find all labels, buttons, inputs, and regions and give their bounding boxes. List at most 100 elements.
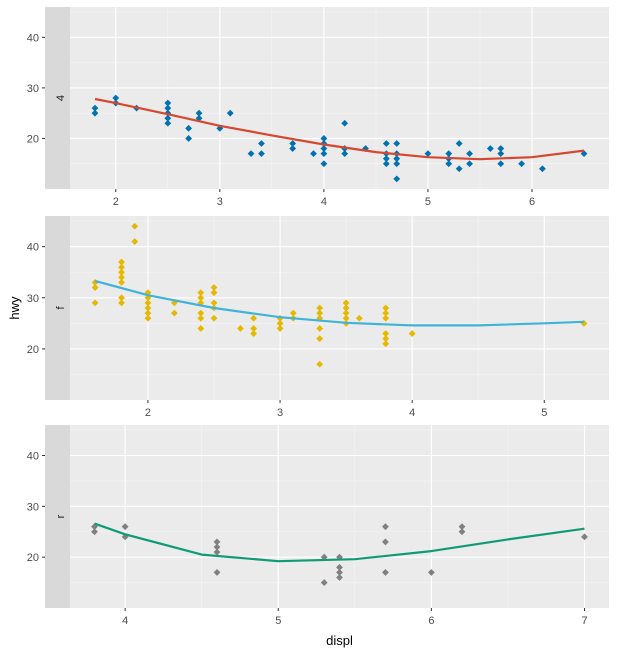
data-point	[213, 548, 221, 556]
data-point	[210, 299, 218, 307]
data-point	[382, 314, 390, 322]
data-point	[320, 135, 328, 142]
data-point	[466, 160, 473, 168]
data-point	[195, 109, 203, 117]
data-point	[276, 325, 284, 332]
data-point	[424, 150, 432, 158]
data-point	[250, 325, 258, 332]
data-point	[497, 145, 505, 152]
data-point	[118, 299, 125, 307]
x-tick-label: 5	[275, 615, 281, 627]
facet-panel-4: 2 3 4 5 6 20 30 40 4	[27, 7, 609, 208]
data-point	[131, 222, 139, 230]
data-point	[226, 109, 234, 117]
data-point	[310, 150, 317, 158]
x-tick-label: 2	[145, 407, 151, 419]
data-point	[539, 165, 546, 173]
smooth-line	[94, 522, 585, 563]
data-point	[320, 145, 328, 152]
data-point	[118, 294, 125, 302]
data-point	[247, 150, 255, 158]
data-point	[91, 299, 99, 307]
data-point	[144, 294, 152, 302]
data-point	[258, 140, 265, 147]
x-tick-label: 6	[529, 196, 535, 208]
data-point	[131, 238, 139, 245]
data-point	[342, 314, 350, 322]
data-point	[316, 360, 324, 368]
data-point	[144, 304, 152, 312]
data-point	[427, 569, 435, 576]
data-point	[486, 145, 494, 152]
data-point	[341, 119, 349, 127]
y-tick-label: 20	[27, 552, 39, 564]
y-tick-label: 30	[27, 293, 39, 305]
data-point	[497, 160, 505, 168]
data-point	[316, 325, 324, 332]
data-point	[382, 160, 390, 168]
panel-background	[70, 7, 609, 189]
data-point	[455, 140, 463, 147]
y-tick-label: 40	[27, 32, 39, 44]
data-point	[195, 114, 203, 122]
data-point	[382, 538, 389, 546]
data-point	[393, 155, 401, 163]
data-point	[445, 160, 453, 168]
data-point	[320, 579, 328, 586]
data-point	[91, 528, 98, 536]
x-tick-label: 2	[113, 196, 119, 208]
data-point	[382, 330, 390, 337]
data-point	[581, 533, 588, 541]
data-point	[250, 330, 258, 337]
data-point	[458, 523, 466, 531]
smooth-line	[94, 97, 585, 161]
data-point	[382, 304, 390, 312]
y-tick-label: 20	[27, 344, 39, 356]
data-point	[118, 263, 125, 271]
data-point	[497, 150, 505, 158]
x-tick-label: 3	[217, 196, 223, 208]
data-point	[197, 309, 205, 317]
data-point	[197, 314, 205, 322]
y-tick-label: 30	[27, 501, 39, 513]
data-point	[144, 314, 152, 322]
x-tick-label: 7	[581, 615, 587, 627]
x-tick-label: 5	[541, 407, 547, 419]
facet-panel-f: 2 3 4 5 20 30 40 f	[27, 216, 609, 419]
data-point	[342, 299, 350, 307]
data-point	[580, 150, 588, 158]
data-point	[185, 135, 193, 142]
y-tick-label: 30	[27, 83, 39, 95]
data-point	[320, 160, 328, 168]
data-point	[91, 104, 99, 112]
data-point	[118, 273, 125, 281]
data-point	[382, 140, 390, 147]
data-point	[341, 150, 349, 158]
data-point	[336, 563, 343, 571]
data-point	[355, 314, 363, 322]
data-point	[393, 175, 401, 183]
data-point	[170, 309, 178, 317]
data-point	[316, 335, 324, 343]
facet-strip	[45, 216, 70, 400]
data-point	[316, 309, 324, 317]
data-point	[210, 284, 218, 291]
y-tick-label: 40	[27, 451, 39, 463]
data-point	[320, 150, 328, 158]
facet-strip	[45, 425, 70, 608]
strip-label: r	[55, 514, 67, 518]
data-point	[197, 289, 205, 297]
data-point	[164, 99, 172, 107]
data-point	[91, 284, 99, 291]
data-point	[118, 279, 125, 286]
data-point	[393, 140, 401, 147]
data-point	[121, 523, 129, 531]
data-point	[276, 319, 284, 327]
data-point	[342, 309, 350, 317]
data-point	[237, 325, 244, 332]
data-point	[91, 109, 99, 117]
x-tick-label: 4	[321, 196, 327, 208]
data-point	[342, 304, 350, 312]
data-point	[445, 150, 453, 158]
